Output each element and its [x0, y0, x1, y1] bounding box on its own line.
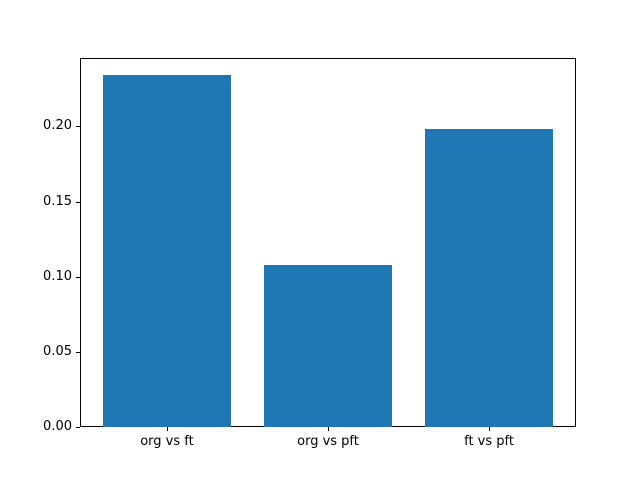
bar-ft-vs-pft	[424, 129, 554, 427]
y-tick-mark	[76, 352, 80, 353]
y-tick-mark	[76, 202, 80, 203]
y-tick-label: 0.15	[43, 193, 72, 209]
x-tick-label-ft-vs-pft: ft vs pft	[464, 434, 514, 449]
y-tick-mark	[76, 427, 80, 428]
y-tick-label: 0.00	[43, 419, 72, 434]
y-tick-label: 0.10	[43, 268, 72, 284]
x-tick-label-org-vs-pft: org vs pft	[297, 434, 359, 449]
y-tick-mark	[76, 126, 80, 127]
x-tick-mark	[328, 427, 329, 431]
y-tick-label: 0.05	[43, 343, 72, 359]
x-tick-mark	[167, 427, 168, 431]
x-tick-mark	[489, 427, 490, 431]
y-tick-mark	[76, 277, 80, 278]
bar-org-vs-ft	[102, 75, 232, 427]
x-tick-label-org-vs-ft: org vs ft	[140, 434, 194, 449]
bar-org-vs-pft	[263, 264, 393, 427]
y-tick-label: 0.20	[43, 118, 72, 134]
